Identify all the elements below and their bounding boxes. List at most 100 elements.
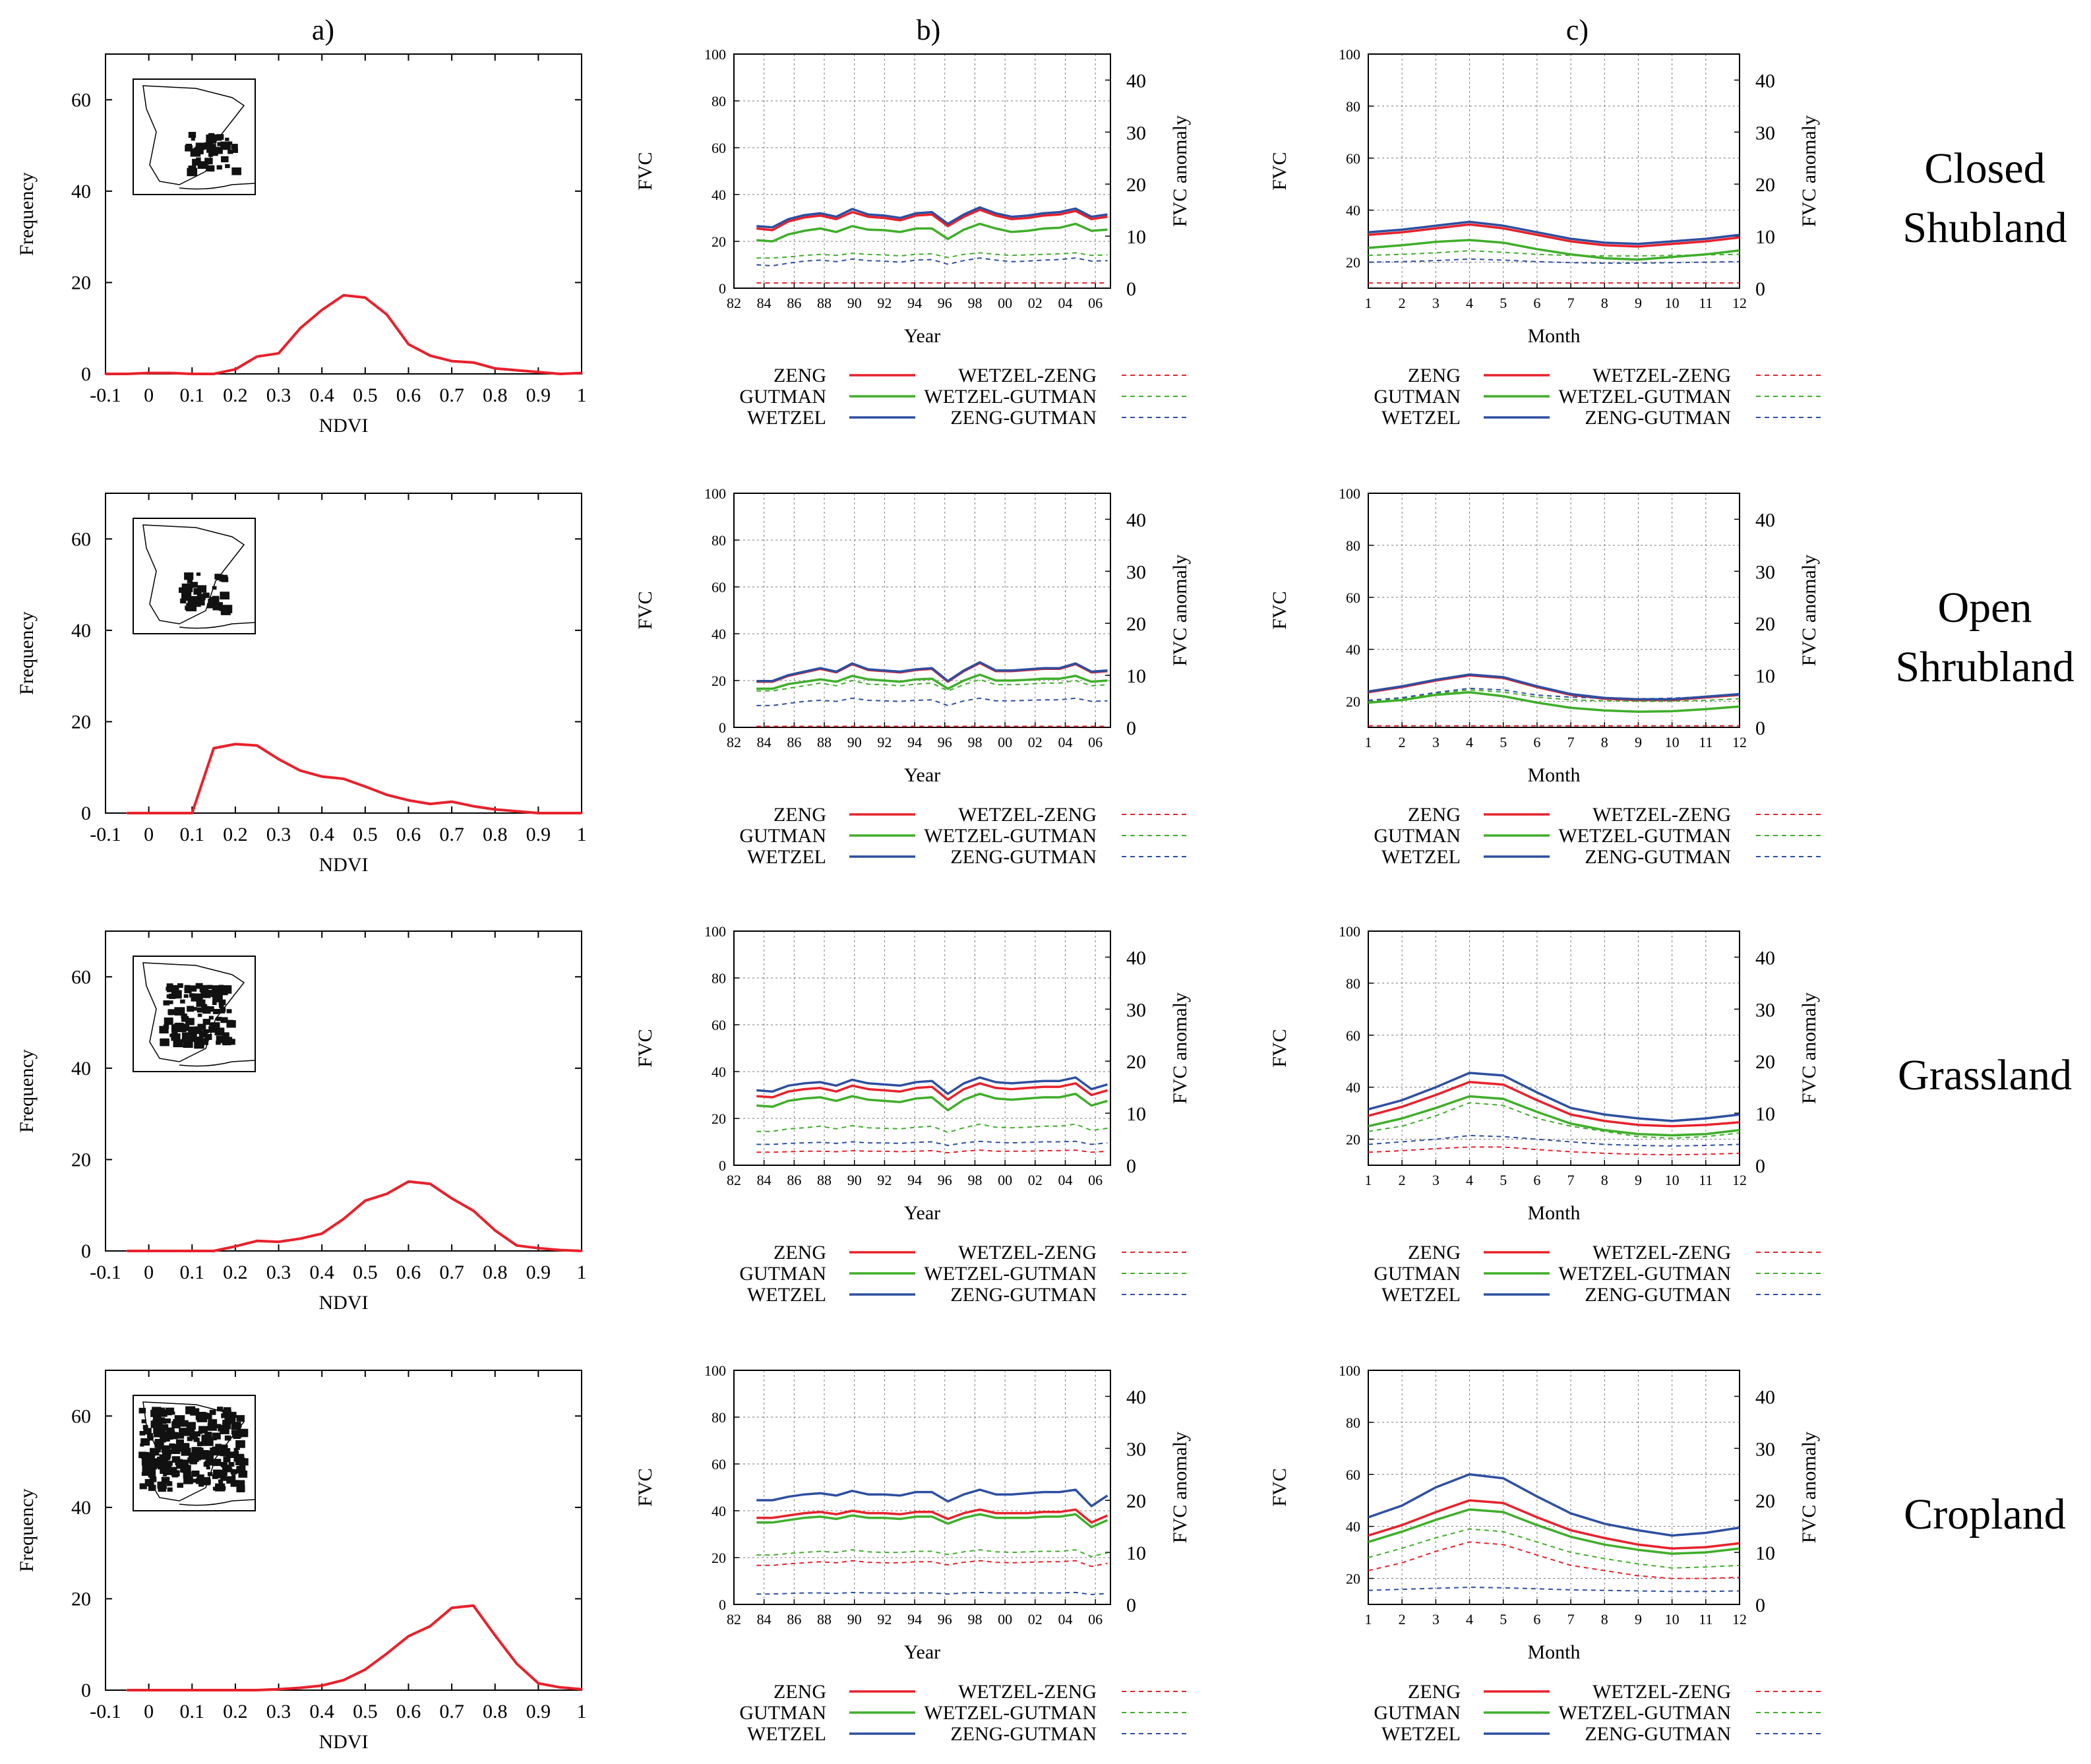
x-tick-label: 0.8: [483, 1262, 508, 1283]
map-land-pixel: [202, 592, 210, 598]
legend-label: WETZEL-GUTMAN: [924, 386, 1097, 408]
series-line-wetzel: [1368, 1072, 1740, 1122]
y2-axis-label: FVC anomaly: [1798, 555, 1820, 666]
map-land-pixel: [204, 1029, 209, 1034]
x-tick-label: 10: [1665, 1611, 1680, 1627]
map-land-pixel: [203, 1462, 210, 1467]
map-land-pixel: [180, 1468, 185, 1473]
frequency-point: [148, 1250, 150, 1252]
legend-label: WETZEL-ZENG: [958, 365, 1097, 386]
y2-tick-label: 20: [1755, 1051, 1775, 1073]
x-tick-label: 86: [787, 1611, 801, 1627]
map-land-pixel: [208, 133, 215, 139]
series-line-gutman: [1368, 239, 1740, 261]
map-land-pixel: [231, 1474, 236, 1478]
map-land-pixel: [235, 1440, 245, 1448]
map-land-pixel: [171, 990, 182, 999]
map-land-pixel: [202, 1007, 211, 1014]
map-land-pixel: [217, 1036, 226, 1043]
map-land-pixel: [150, 1485, 154, 1489]
x-tick-label: 86: [787, 734, 801, 750]
frequency-point: [278, 352, 280, 355]
x-tick-label: 84: [757, 1172, 772, 1188]
series-line-wetzel-gutman: [1368, 1528, 1740, 1569]
map-land-pixel: [156, 1443, 164, 1450]
y2-tick-label: 30: [1126, 122, 1146, 144]
map-land-pixel: [195, 1478, 204, 1484]
column-label-c: c): [1566, 14, 1589, 46]
map-land-pixel: [236, 1414, 245, 1422]
y2-tick-label: 20: [1755, 1490, 1775, 1512]
map-land-pixel: [212, 1010, 219, 1014]
map-land-pixel: [201, 1004, 208, 1009]
x-tick-label: 0.3: [266, 1262, 291, 1283]
map-land-pixel: [212, 595, 220, 601]
frequency-point: [256, 1240, 258, 1242]
y-tick-label: 80: [712, 93, 726, 109]
map-land-pixel: [197, 585, 207, 593]
y2-tick-label: 30: [1126, 999, 1146, 1021]
map-land-pixel: [160, 1419, 167, 1424]
map-land-pixel: [202, 1449, 209, 1456]
map-land-pixel: [198, 1426, 208, 1434]
x-tick-label: 9: [1635, 295, 1642, 311]
map-land-pixel: [229, 1411, 237, 1418]
y-tick-label: 20: [71, 1588, 91, 1610]
y2-tick-label: 30: [1755, 122, 1775, 144]
y2-tick-label: 30: [1126, 561, 1146, 583]
y2-tick-label: 20: [1126, 174, 1146, 196]
iberia-outline: [142, 524, 245, 624]
map-land-pixel: [214, 134, 222, 140]
x-tick-label: 1: [577, 824, 587, 845]
y2-tick-label: 0: [1126, 717, 1136, 739]
y-tick-label: 20: [71, 1149, 91, 1171]
x-tick-label: 94: [907, 1172, 922, 1188]
y2-tick-label: 10: [1755, 226, 1775, 248]
x-tick-label: 2: [1399, 1172, 1406, 1188]
y2-tick-label: 0: [1755, 278, 1765, 300]
map-land-pixel: [212, 1446, 219, 1452]
map-land-pixel: [183, 1476, 193, 1484]
y-tick-label: 20: [712, 233, 726, 250]
map-land-pixel: [192, 1007, 197, 1011]
y-tick-label: 100: [704, 46, 726, 63]
x-tick-label: 02: [1028, 1611, 1043, 1627]
x-tick-label: 88: [817, 1172, 832, 1188]
map-land-pixel: [188, 1026, 198, 1035]
x-tick-label: 00: [998, 1611, 1012, 1627]
legend-label: WETZEL-GUTMAN: [924, 1263, 1097, 1285]
map-land-pixel: [218, 1004, 224, 1008]
map-land-pixel: [189, 1430, 195, 1434]
map-land-pixel: [149, 1476, 157, 1482]
frequency-point: [450, 1197, 453, 1200]
x-tick-label: 1: [577, 1262, 587, 1283]
map-land-pixel: [199, 985, 209, 992]
y-axis-label: FVC: [634, 1468, 656, 1506]
y-axis-label: FVC: [1269, 591, 1290, 629]
x-tick-label: 88: [817, 1611, 832, 1627]
map-land-pixel: [220, 1476, 227, 1481]
y2-tick-label: 10: [1755, 665, 1775, 687]
frequency-point: [126, 1250, 129, 1252]
inset-map: [133, 956, 256, 1072]
map-land-pixel: [226, 1476, 236, 1484]
series-line-wetzel: [1368, 1473, 1740, 1537]
y2-tick-label: 0: [1126, 278, 1136, 300]
map-land-pixel: [180, 1023, 190, 1031]
x-axis-label: Year: [904, 764, 940, 786]
y-tick-label: 60: [71, 528, 91, 550]
x-tick-label: 0.4: [309, 824, 334, 845]
frequency-point: [450, 360, 453, 363]
y2-tick-label: 0: [1126, 1595, 1136, 1616]
y-tick-label: 20: [712, 1110, 726, 1127]
map-land-pixel: [216, 165, 222, 170]
iberia-outline: [142, 962, 245, 1062]
map-land-pixel: [171, 1470, 179, 1476]
series-line-zeng-gutman: [1368, 1135, 1740, 1147]
map-land-pixel: [204, 1034, 212, 1041]
y-tick-label: 60: [1346, 1467, 1360, 1483]
row-label: Cropland: [1904, 1490, 2066, 1538]
legend-label: GUTMAN: [1374, 1263, 1461, 1285]
africa-coast: [179, 1060, 256, 1067]
legend: ZENG WETZEL-ZENG GUTMAN WETZEL-GUTMAN WETZEL…: [739, 1681, 1188, 1745]
